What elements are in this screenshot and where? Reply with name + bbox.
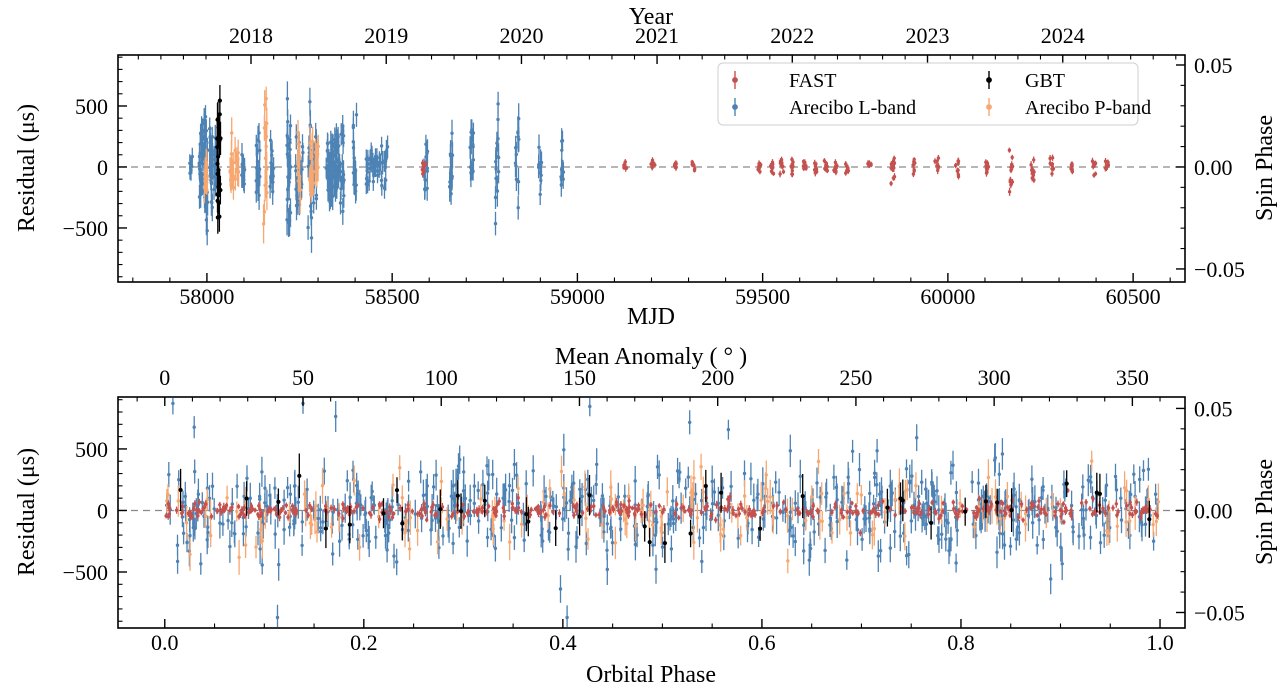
data-points-layer — [164, 398, 1161, 627]
series-gbt — [215, 85, 223, 234]
x-axis-title-mjd: MJD — [627, 304, 675, 330]
tick-label: 0.8 — [947, 630, 975, 655]
legend-marker-arecibo-p-band — [986, 98, 992, 116]
tick-label: 100 — [425, 365, 458, 390]
y-axis-title-residual-top: Residual (μs) — [14, 104, 40, 232]
tick-label: 200 — [701, 365, 734, 390]
tick-label: 2020 — [499, 23, 543, 48]
tick-label: 150 — [563, 365, 596, 390]
tick-label: 0 — [97, 155, 108, 180]
tick-label: 0.6 — [748, 630, 776, 655]
tick-label: 0.2 — [350, 630, 378, 655]
tick-label: 0.05 — [1194, 53, 1233, 78]
legend-marker-arecibo-l-band — [732, 98, 738, 116]
tick-label: 0 — [97, 498, 108, 523]
legend-marker-fast — [732, 71, 738, 89]
legend-label-arecibo-p-band: Arecibo P-band — [1025, 97, 1151, 119]
tick-label: 2024 — [1041, 23, 1085, 48]
tick-label: 250 — [839, 365, 872, 390]
tick-label: 58000 — [179, 284, 234, 309]
legend: FAST Arecibo L-band GBT Arecibo P-band — [717, 62, 1151, 126]
legend-box — [717, 62, 1139, 126]
tick-label: −0.05 — [1194, 257, 1245, 282]
bottom-panel-residual-vs-orbital-phase: 0.0 0.2 0.4 0.6 0.8 1.0 0 50 100 150 200 250 300 350 −… — [63, 365, 1245, 655]
data-points-layer — [188, 81, 1111, 253]
tick-label: 1.0 — [1146, 630, 1174, 655]
series-fast — [420, 147, 1111, 196]
tick-label: 350 — [1116, 365, 1149, 390]
tick-label: 0.00 — [1194, 498, 1233, 523]
legend-marker-gbt — [986, 71, 992, 89]
tick-label: 0.05 — [1194, 396, 1233, 421]
right-axis-title-spin-phase-top: Spin Phase — [1252, 115, 1278, 221]
top-axis-title-year: Year — [629, 4, 673, 30]
series-gbt — [178, 453, 1152, 563]
legend-label-fast: FAST — [789, 70, 836, 92]
tick-label: 0.00 — [1194, 155, 1233, 180]
tick-label: 2022 — [770, 23, 814, 48]
tick-label: −0.05 — [1194, 600, 1245, 625]
axis-titles: Year MJD Residual (μs) Spin Phase Mean A… — [14, 4, 1278, 688]
legend-label-arecibo-l-band: Arecibo L-band — [789, 97, 916, 119]
tick-label: 300 — [978, 365, 1011, 390]
tick-label: 60000 — [920, 284, 975, 309]
tick-label: 500 — [75, 94, 108, 119]
tick-label: −500 — [63, 216, 108, 241]
right-axis-title-spin-phase-bottom: Spin Phase — [1252, 459, 1278, 565]
legend-label-gbt: GBT — [1025, 70, 1065, 92]
tick-label: 500 — [75, 437, 108, 462]
tick-label: 2021 — [635, 23, 679, 48]
legend-markers — [732, 71, 992, 116]
tick-label: 0.4 — [549, 630, 577, 655]
axes-frame — [117, 396, 1186, 629]
tick-label: 59000 — [550, 284, 605, 309]
tick-label: 59500 — [735, 284, 790, 309]
tick-label: 0 — [159, 365, 170, 390]
tick-label: 60500 — [1106, 284, 1161, 309]
tick-label: 58500 — [365, 284, 420, 309]
tick-label: −500 — [63, 560, 108, 585]
tick-label: 50 — [292, 365, 314, 390]
x-axis-title-orbital-phase: Orbital Phase — [586, 662, 716, 688]
tick-label: 2019 — [364, 23, 408, 48]
tick-label: 2018 — [229, 23, 273, 48]
tick-label: 0.0 — [151, 630, 179, 655]
series-arecibo-p-band — [202, 86, 321, 244]
top-panel-residual-vs-mjd: 58000 58500 59000 59500 60000 60500 2018 2019 20… — [63, 23, 1245, 309]
y-axis-title-residual-bottom: Residual (μs) — [14, 448, 40, 576]
series-fast — [164, 488, 1160, 537]
top-axis-title-mean-anomaly: Mean Anomaly ( ° ) — [555, 344, 747, 370]
tick-label: 2023 — [906, 23, 950, 48]
